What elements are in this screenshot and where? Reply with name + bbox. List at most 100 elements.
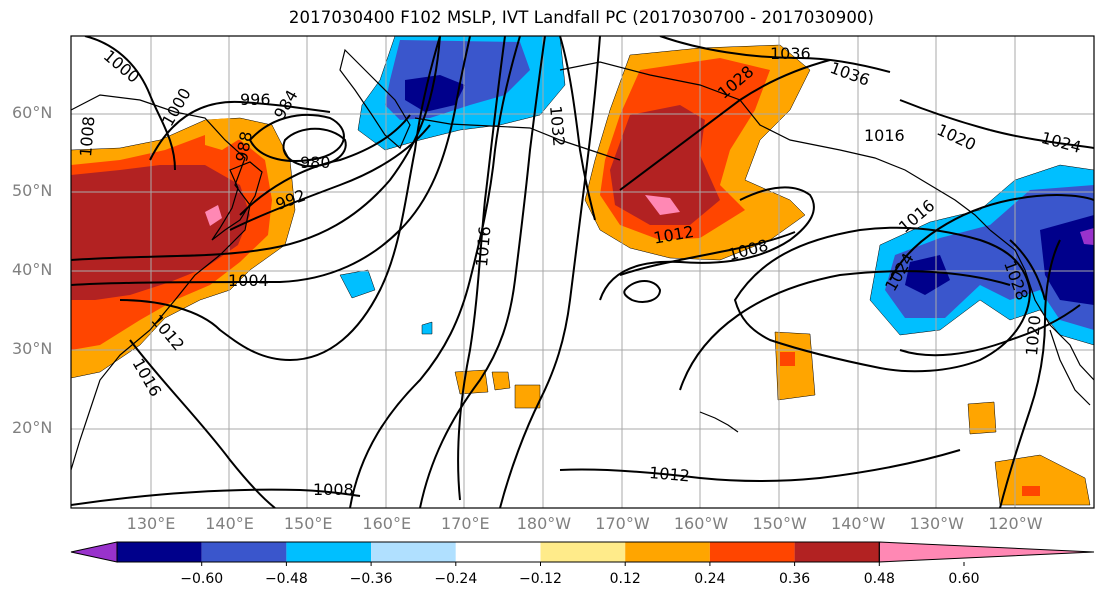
colorbar-bin [709, 542, 795, 562]
colorbar-tick-label: −0.12 [519, 571, 562, 587]
longitude-label: 170°E [440, 514, 490, 533]
longitude-label: 160°E [362, 514, 412, 533]
contour-988 [239, 114, 411, 216]
colorbar-tick-label: −0.60 [180, 571, 224, 587]
longitude-label: 160°W [673, 514, 729, 533]
contour-1020-central [349, 36, 521, 508]
ivt-patch-2 [421, 321, 433, 335]
contour-1016-east [889, 194, 1094, 281]
colorbar-bin [455, 542, 541, 562]
contour-label: 1016 [864, 126, 905, 145]
contour-1016-central [457, 36, 506, 501]
colorbar-tick-label: −0.36 [349, 571, 393, 587]
contour-label: 996 [240, 90, 271, 109]
colorbar-tick-label: 0.12 [609, 571, 641, 587]
contour-1024-east [899, 304, 1081, 357]
coastline-hawaii [699, 411, 739, 433]
ivt-region-epac-purple [1080, 228, 1094, 245]
longitude-label: 130°W [909, 514, 964, 533]
longitude-label: 150°W [752, 514, 807, 533]
contour-high-ring [733, 226, 1032, 373]
contour-low-inner [623, 280, 662, 303]
latitude-label: 60°N [12, 103, 53, 122]
ivt-region-goa-pink [645, 195, 680, 215]
colorbar-outline [116, 541, 880, 563]
ivt-patch-8-red [1022, 486, 1040, 496]
ivt-region-japan-orange [205, 118, 238, 150]
colorbar-extend-left [70, 541, 118, 563]
contour-label: 1020 [1022, 314, 1045, 357]
ivt-region-npac-navy [405, 75, 465, 112]
contour-label: 1004 [228, 271, 269, 290]
map-title: 2017030400 F102 MSLP, IVT Landfall PC (2… [288, 8, 875, 27]
longitude-label: 180°W [516, 514, 572, 533]
contour-1028-east [1009, 239, 1046, 301]
contour-1020-east [999, 239, 1061, 508]
contour-label: 1008 [76, 115, 99, 158]
contour-1008-west [71, 36, 441, 261]
contour-992 [229, 124, 431, 231]
contour-1016-sw [129, 339, 276, 508]
colorbar-tick-label: 0.36 [779, 571, 811, 587]
latitude-label: 50°N [12, 181, 53, 200]
coastline-asia [71, 94, 251, 471]
ivt-patch-1 [339, 269, 376, 299]
contour-label: 1032 [546, 105, 569, 148]
latitude-label: 30°N [12, 339, 53, 358]
colorbar-tick-label: 0.60 [948, 571, 980, 587]
latitude-label: 40°N [12, 260, 53, 279]
coastline-namerica [989, 229, 1094, 381]
ivt-patch-8 [994, 454, 1091, 506]
contour-1032 [559, 36, 596, 221]
ivt-patch-4 [491, 371, 511, 391]
contour-1012-west [119, 36, 441, 362]
coastline-alaska [559, 61, 991, 231]
ivt-filled-regions [71, 36, 1094, 506]
ivt-patch-5 [514, 384, 541, 409]
coastline-japan [211, 161, 263, 241]
colorbar-bin [117, 542, 202, 562]
colorbar-bin [540, 542, 626, 562]
contour-1020-ne [899, 99, 991, 131]
colorbar-extend-right [878, 541, 1095, 563]
contour-1028-central [499, 36, 601, 508]
colorbar [70, 541, 1095, 566]
colorbar-tick-label: 0.48 [863, 571, 895, 587]
contour-1008-goa [599, 186, 815, 301]
contour-1012-south [559, 449, 961, 482]
colorbar-bin [625, 542, 710, 562]
colorbar-tick-label: 0.24 [694, 571, 726, 587]
contour-1036 [659, 36, 891, 73]
contour-1024-central [419, 36, 546, 508]
ivt-region-epac-navy [1040, 215, 1094, 305]
colorbar-tick-label: −0.24 [434, 571, 478, 587]
coastline-kamchatka [339, 48, 411, 149]
colorbar-bin [201, 542, 287, 562]
contour-1024-ne [989, 129, 1094, 149]
ivt-region-epac-navy2 [905, 255, 950, 295]
longitude-label: 140°W [831, 514, 886, 533]
contour-label: 1008 [313, 480, 354, 499]
coastlines [71, 48, 1094, 471]
latitude-label: 20°N [12, 418, 53, 437]
ivt-patch-7 [967, 401, 997, 435]
contour-outer-ring [679, 270, 1011, 391]
contour-label: 1036 [770, 44, 811, 63]
colorbar-tick-label: −0.48 [264, 571, 308, 587]
contour-980 [282, 127, 347, 168]
contour-label: 1016 [472, 225, 495, 268]
ivt-region-epac-blue [885, 185, 1094, 330]
colorbar-bin [794, 542, 880, 562]
longitude-label: 170°W [595, 514, 650, 533]
coastline-aleutians [414, 117, 621, 161]
contour-1028-goa [619, 59, 831, 191]
contour-label: 980 [300, 153, 331, 172]
longitude-label: 150°E [283, 514, 333, 533]
contour-1004 [71, 36, 471, 286]
contour-996 [149, 100, 331, 161]
ivt-patch-6-red [780, 352, 795, 366]
graticule [71, 36, 1094, 508]
coastline-baja [1049, 329, 1091, 406]
longitude-label: 130°E [126, 514, 176, 533]
